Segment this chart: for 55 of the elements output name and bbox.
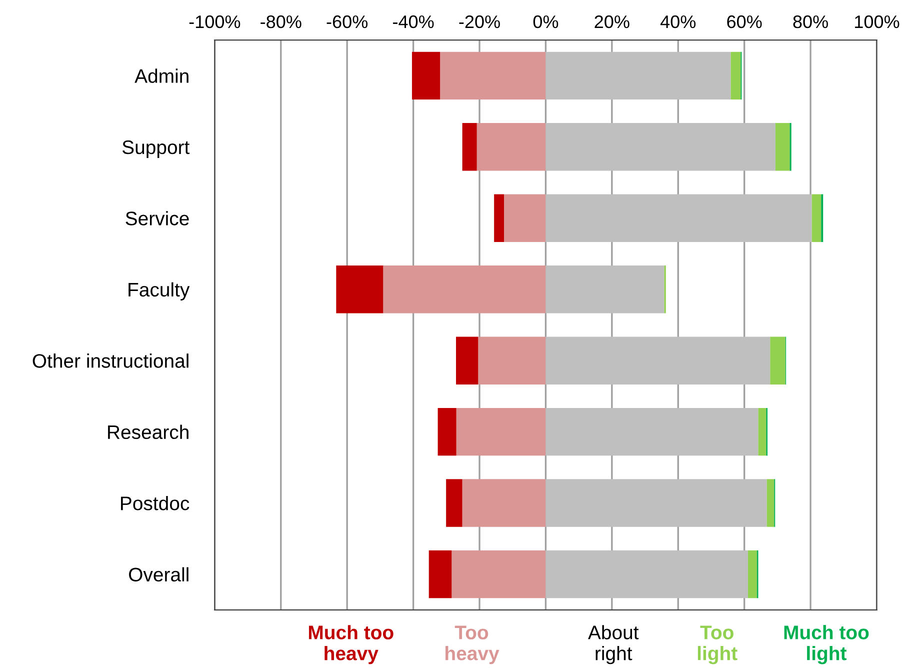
- x-tick-label: -80%: [260, 15, 302, 28]
- x-tick-label: 40%: [660, 15, 696, 28]
- y-tick-label: Overall: [129, 567, 188, 582]
- x-tick-label: -100%: [189, 15, 240, 28]
- bar: [546, 550, 748, 598]
- x-tick-label: -40%: [393, 15, 434, 28]
- bar: [456, 336, 478, 384]
- bar: [546, 266, 664, 314]
- bar: [730, 52, 741, 100]
- bar: [775, 123, 790, 171]
- y-tick-label: Faculty: [128, 282, 190, 300]
- y-tick-label: Postdoc: [121, 496, 190, 510]
- series-label: About right: [588, 625, 639, 664]
- series-label: Too light: [698, 626, 738, 664]
- x-tick-label: 0%: [533, 15, 558, 28]
- bar: [504, 194, 546, 242]
- bar: [758, 408, 766, 456]
- y-tick-label: Research: [108, 424, 188, 440]
- x-tick-label: 60%: [727, 15, 762, 28]
- y-tick-label: Support: [122, 140, 190, 158]
- text: Much too heavy: [308, 625, 394, 664]
- bar: [748, 550, 757, 598]
- bar: [452, 550, 546, 598]
- bar: [546, 408, 758, 456]
- y-tick-label: Service: [126, 211, 189, 226]
- x-tick-label: -20%: [459, 15, 500, 28]
- bar: [336, 266, 384, 314]
- y-tick-label: Other instructional: [32, 354, 188, 368]
- bar: [546, 52, 731, 100]
- bar: [438, 408, 456, 456]
- bar: [462, 479, 546, 527]
- bar: [412, 52, 440, 100]
- bar: [446, 479, 462, 527]
- bar: [476, 123, 546, 171]
- bar: [494, 194, 504, 242]
- x-tick-label: 100%: [855, 15, 900, 28]
- series-label: Too heavy: [446, 626, 500, 664]
- bar: [383, 266, 546, 314]
- x-tick-label: -60%: [326, 15, 368, 28]
- bar: [546, 194, 812, 242]
- bar: [462, 123, 477, 171]
- bar: [546, 336, 770, 384]
- y-tick-label: Admin: [134, 68, 188, 83]
- bar: [812, 194, 822, 242]
- x-tick-label: 80%: [793, 15, 828, 28]
- bar: [546, 123, 776, 171]
- bar: [546, 479, 767, 527]
- bar: [456, 408, 546, 456]
- bar: [478, 336, 546, 384]
- bar: [770, 336, 786, 384]
- bar: [766, 479, 774, 527]
- series-label: Much too light: [784, 625, 869, 664]
- bar: [428, 550, 452, 598]
- x-tick-label: 20%: [594, 15, 630, 28]
- bar: [440, 52, 546, 100]
